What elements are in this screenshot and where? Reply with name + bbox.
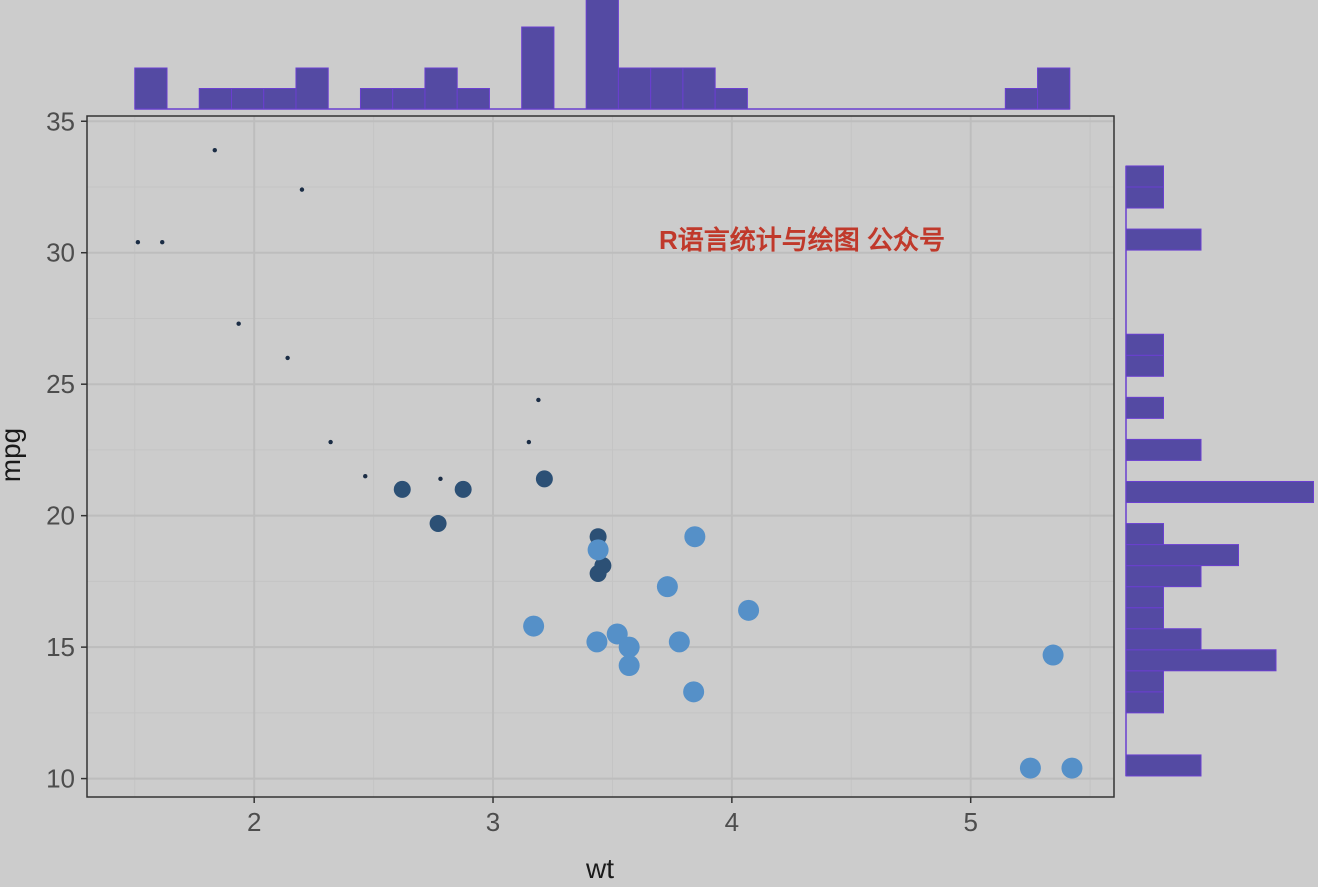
x-tick-label: 4 — [725, 807, 739, 837]
right-histogram-bar — [1126, 334, 1164, 355]
right-histogram-bar — [1126, 587, 1164, 608]
top-histogram-bar — [231, 89, 263, 110]
top-histogram-bar — [683, 68, 715, 109]
top-histogram-bar — [1005, 89, 1037, 110]
y-tick-label: 15 — [46, 632, 75, 662]
data-point — [523, 616, 544, 637]
data-point — [536, 470, 553, 487]
right-histogram-bar — [1126, 755, 1201, 776]
top-histogram-bar — [618, 68, 650, 109]
y-tick-label: 35 — [46, 106, 75, 136]
right-histogram-bar — [1126, 397, 1164, 418]
top-histogram-bar — [393, 89, 425, 110]
top-histogram-bar — [1038, 68, 1070, 109]
top-histogram-bar — [586, 0, 618, 109]
right-histogram-bar — [1126, 566, 1201, 587]
data-point — [586, 631, 607, 652]
data-point — [136, 240, 140, 244]
y-tick-label: 30 — [46, 238, 75, 268]
y-tick-label: 20 — [46, 501, 75, 531]
top-histogram-bar — [135, 68, 167, 109]
right-histogram-bar — [1126, 187, 1164, 208]
right-histogram-bar — [1126, 229, 1201, 250]
data-point — [430, 515, 447, 532]
right-histogram-bar — [1126, 629, 1201, 650]
top-histogram-bar — [425, 68, 457, 109]
data-point — [160, 240, 164, 244]
data-point — [657, 576, 678, 597]
top-histogram-bar — [522, 27, 554, 109]
top-histogram-bar — [360, 89, 392, 110]
right-histogram-bar — [1126, 545, 1239, 566]
x-tick-label: 5 — [963, 807, 977, 837]
data-point — [1020, 758, 1041, 779]
data-point — [455, 481, 472, 498]
y-tick-label: 25 — [46, 369, 75, 399]
data-point — [684, 526, 705, 547]
data-point — [300, 187, 304, 191]
top-histogram-bar — [264, 89, 296, 110]
y-tick-label: 10 — [46, 764, 75, 794]
data-point — [669, 631, 690, 652]
right-histogram-bar — [1126, 439, 1201, 460]
right-histogram-bar — [1126, 524, 1164, 545]
chart-annotation: R语言统计与绘图 公众号 — [659, 225, 945, 255]
right-histogram-bar — [1126, 671, 1164, 692]
right-histogram-bar — [1126, 355, 1164, 376]
data-point — [438, 477, 442, 481]
data-point — [1043, 645, 1064, 666]
data-point — [536, 398, 540, 402]
x-axis-label: wt — [585, 853, 614, 882]
data-point — [590, 565, 607, 582]
top-histogram-bar — [457, 89, 489, 110]
right-histogram-bar — [1126, 166, 1164, 187]
x-tick-label: 3 — [486, 807, 500, 837]
right-histogram-bar — [1126, 481, 1314, 502]
data-point — [394, 481, 411, 498]
data-point — [619, 637, 640, 658]
y-axis-label: mpg — [0, 428, 26, 482]
data-point — [527, 440, 531, 444]
right-histogram-bar — [1126, 692, 1164, 713]
data-point — [1061, 758, 1082, 779]
top-histogram-bar — [296, 68, 328, 109]
data-point — [683, 681, 704, 702]
data-point — [738, 600, 759, 621]
data-point — [328, 440, 332, 444]
right-histogram-bar — [1126, 608, 1164, 629]
x-tick-label: 2 — [247, 807, 261, 837]
data-point — [236, 322, 240, 326]
data-point — [285, 356, 289, 360]
right-histogram-bar — [1126, 650, 1276, 671]
top-histogram-bar — [651, 68, 683, 109]
data-point — [213, 148, 217, 152]
data-point — [619, 655, 640, 676]
top-histogram-bar — [715, 89, 747, 110]
data-point — [363, 474, 367, 478]
top-histogram-bar — [199, 89, 231, 110]
data-point — [588, 539, 609, 560]
